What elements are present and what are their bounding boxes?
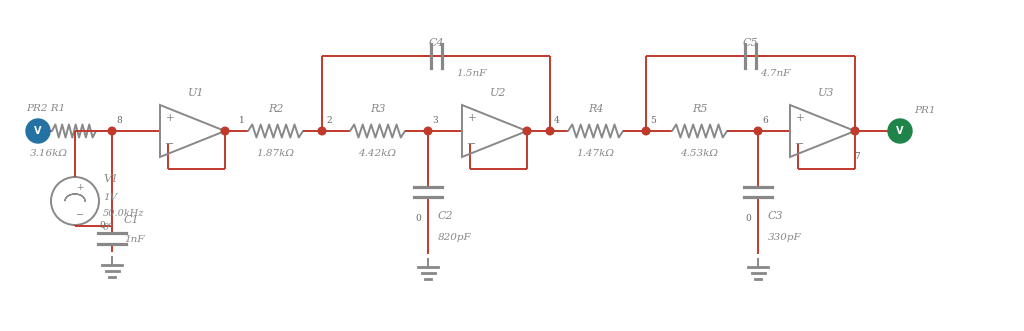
Circle shape bbox=[109, 127, 116, 135]
Text: −: − bbox=[165, 139, 175, 149]
Text: 8: 8 bbox=[116, 116, 122, 125]
Text: V: V bbox=[896, 126, 904, 136]
Text: 820pF: 820pF bbox=[438, 233, 472, 243]
Text: 50.0kHz: 50.0kHz bbox=[103, 210, 144, 218]
Text: +: + bbox=[76, 183, 84, 193]
Text: C4: C4 bbox=[428, 38, 443, 48]
Text: C3: C3 bbox=[768, 211, 783, 221]
Text: 3.16kΩ: 3.16kΩ bbox=[30, 149, 68, 158]
Circle shape bbox=[424, 127, 432, 135]
Circle shape bbox=[546, 127, 554, 135]
Text: V1: V1 bbox=[103, 174, 118, 184]
Text: C2: C2 bbox=[438, 211, 454, 221]
Text: PR2 R1: PR2 R1 bbox=[26, 105, 66, 114]
Text: V: V bbox=[34, 126, 42, 136]
Text: 7: 7 bbox=[854, 152, 860, 161]
Circle shape bbox=[318, 127, 326, 135]
Text: 1V: 1V bbox=[103, 193, 117, 202]
Text: 1.5nF: 1.5nF bbox=[456, 70, 486, 78]
Circle shape bbox=[888, 119, 912, 143]
Text: U3: U3 bbox=[818, 88, 835, 98]
Circle shape bbox=[642, 127, 650, 135]
Text: 0: 0 bbox=[745, 214, 751, 223]
Circle shape bbox=[221, 127, 228, 135]
Text: 3: 3 bbox=[432, 116, 438, 125]
Text: 0: 0 bbox=[99, 221, 104, 230]
Text: 2: 2 bbox=[327, 116, 332, 125]
Circle shape bbox=[523, 127, 530, 135]
Text: 0: 0 bbox=[415, 214, 421, 223]
Text: R4: R4 bbox=[588, 104, 603, 114]
Text: 6: 6 bbox=[762, 116, 768, 125]
Text: −: − bbox=[796, 139, 805, 149]
Circle shape bbox=[26, 119, 50, 143]
Text: 1.47kΩ: 1.47kΩ bbox=[577, 149, 614, 158]
Circle shape bbox=[755, 127, 762, 135]
Circle shape bbox=[851, 127, 859, 135]
Text: 4.42kΩ: 4.42kΩ bbox=[358, 149, 396, 158]
Text: C1: C1 bbox=[124, 215, 139, 225]
Text: 4.7nF: 4.7nF bbox=[761, 70, 791, 78]
Text: C5: C5 bbox=[742, 38, 759, 48]
Text: 1: 1 bbox=[240, 116, 245, 125]
Text: +: + bbox=[796, 113, 804, 123]
Text: U2: U2 bbox=[490, 88, 507, 98]
Text: 0°: 0° bbox=[103, 223, 114, 232]
Text: R2: R2 bbox=[267, 104, 284, 114]
Text: R3: R3 bbox=[370, 104, 385, 114]
Text: PR1: PR1 bbox=[914, 107, 936, 116]
Text: 4: 4 bbox=[554, 116, 560, 125]
Text: R5: R5 bbox=[692, 104, 708, 114]
Text: +: + bbox=[468, 113, 476, 123]
Text: 4.53kΩ: 4.53kΩ bbox=[681, 149, 719, 158]
Text: −: − bbox=[76, 210, 84, 220]
Text: +: + bbox=[166, 113, 174, 123]
Text: 330pF: 330pF bbox=[768, 233, 802, 243]
Text: 5: 5 bbox=[650, 116, 656, 125]
Text: U1: U1 bbox=[188, 88, 205, 98]
Text: 1.87kΩ: 1.87kΩ bbox=[256, 149, 295, 158]
Text: 1nF: 1nF bbox=[124, 235, 144, 245]
Text: −: − bbox=[467, 139, 477, 149]
